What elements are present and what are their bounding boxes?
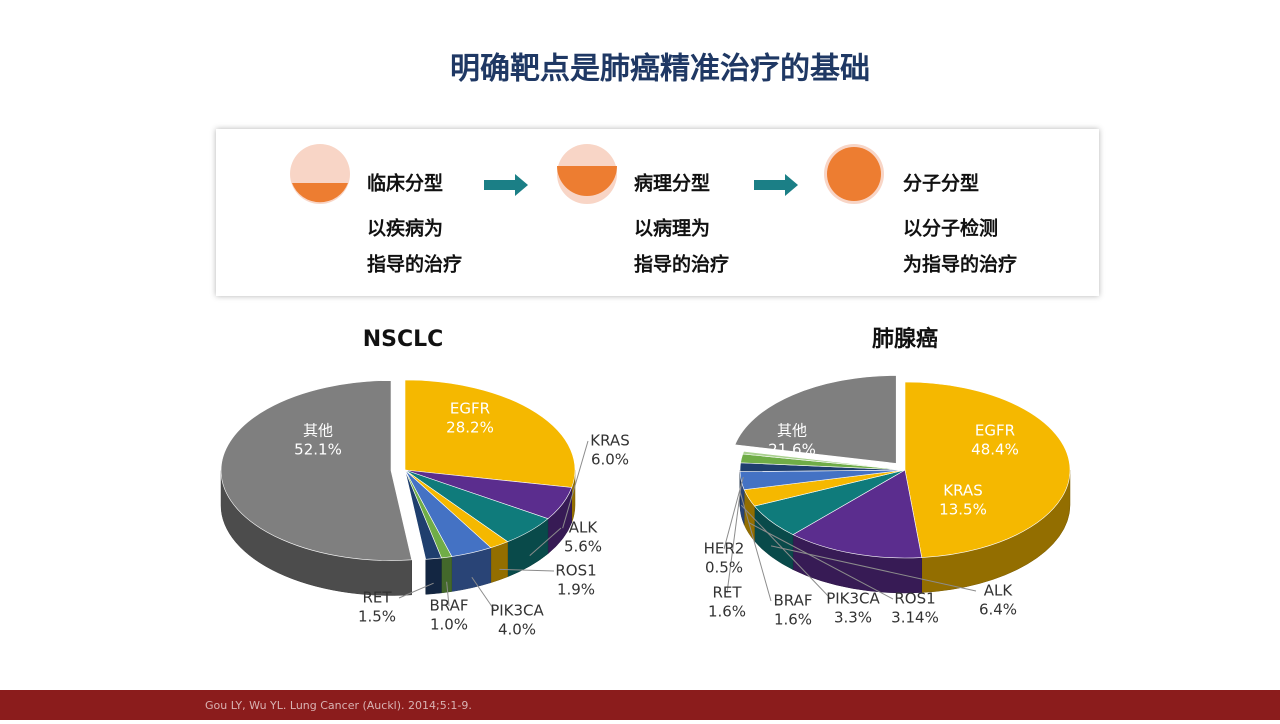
slice-label: BRAF [774,592,813,610]
slide-title: 明确靶点是肺癌精准治疗的基础 [450,52,870,87]
slice-value: 5.6% [564,538,602,556]
slice-value: 1.5% [358,608,396,626]
slice-value: 1.6% [774,611,812,629]
stage-desc: 以病理为 [634,217,710,240]
slice-value: 4.0% [498,621,536,639]
slice-label: BRAF [430,597,469,615]
slice-label: PIK3CA [490,602,544,620]
stage-desc: 指导的治疗 [367,253,462,276]
stage-label: 临床分型 [367,172,443,195]
slice-label: ROS1 [555,562,596,580]
slice-value: 0.5% [705,559,743,577]
slice-label: KRAS [943,482,982,500]
leader-line [724,477,743,549]
slice-label: 其他 [777,422,807,440]
slice-label: EGFR [975,422,1015,440]
slice-label: RET [712,584,742,602]
chart-title: 肺腺癌 [872,326,938,352]
slice-value: 1.0% [430,616,468,634]
footer-band [0,690,1280,720]
slice-side [426,558,442,594]
slice-label: ALK [984,582,1014,600]
slice-value: 1.9% [557,581,595,599]
chart-title: NSCLC [363,327,444,352]
slice-value: 3.14% [891,609,939,627]
slice-label: HER2 [704,540,745,558]
slice-label: KRAS [590,432,629,450]
slice-value: 1.6% [708,603,746,621]
slice-label: ROS1 [894,590,935,608]
slice-value: 21.6% [768,441,816,459]
slice-value: 52.1% [294,441,342,459]
slice-label: ALK [569,519,599,537]
slice-label: PIK3CA [826,590,880,608]
citation: Gou LY, Wu YL. Lung Cancer (Auckl). 2014… [205,699,472,712]
slice-label: EGFR [450,400,490,418]
slice-value: 6.4% [979,601,1017,619]
slice-label: 其他 [303,422,333,440]
stage-desc: 指导的治疗 [634,253,729,276]
slice-value: 28.2% [446,419,494,437]
slice-value: 13.5% [939,501,987,519]
stage-label: 分子分型 [903,172,979,195]
slice-side [441,557,451,593]
slice-side [491,542,508,583]
slice-value: 48.4% [971,441,1019,459]
stage-label: 病理分型 [634,172,710,195]
slice-label: RET [362,589,392,607]
stage-desc: 为指导的治疗 [903,253,1017,276]
stage-desc: 以疾病为 [367,217,443,240]
stage-desc: 以分子检测 [903,217,998,240]
slice-value: 3.3% [834,609,872,627]
slice-value: 6.0% [591,451,629,469]
